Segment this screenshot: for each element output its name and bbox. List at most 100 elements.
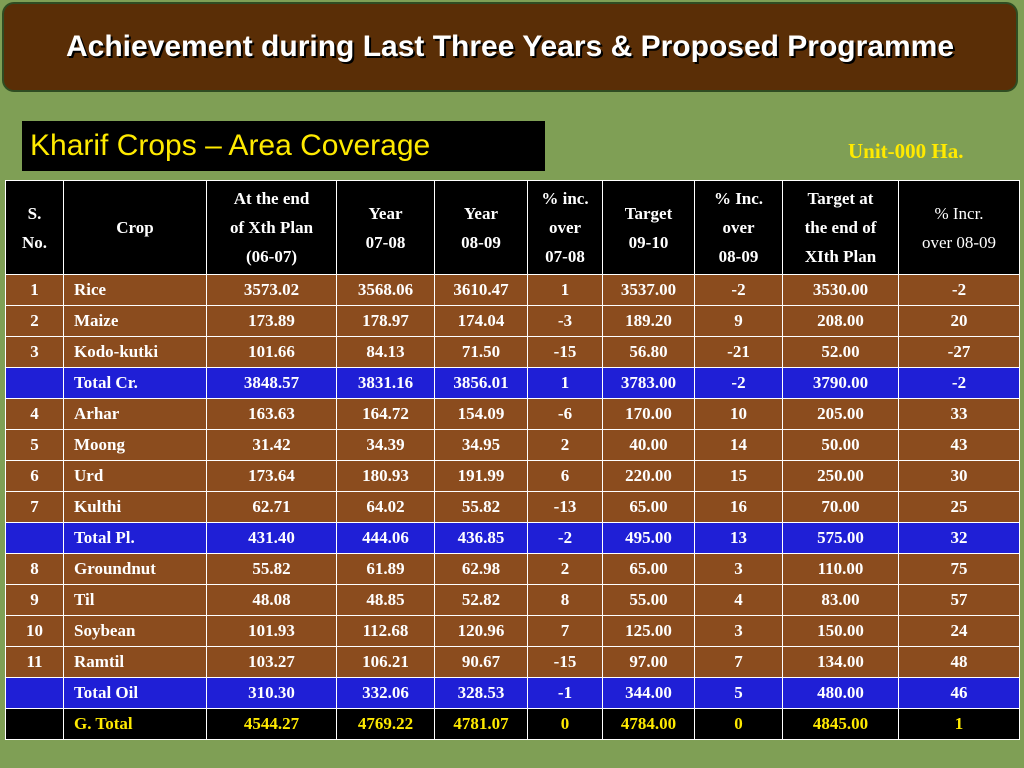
column-header-line: 07-08	[365, 232, 406, 252]
value-cell: -2	[898, 367, 1020, 399]
value-cell: 3610.47	[434, 274, 528, 306]
serial-number-cell: 8	[5, 553, 64, 585]
serial-number-cell: 6	[5, 460, 64, 492]
value-cell: 150.00	[782, 615, 899, 647]
table-row: 8 Groundnut 55.82 61.89 62.98 2 65.00 3 110.00 75	[5, 553, 1020, 585]
value-cell: -27	[898, 336, 1020, 368]
value-cell: 3573.02	[206, 274, 337, 306]
table-row: 6 Urd 173.64 180.93 191.99 6 220.00 15 250.00 30	[5, 460, 1020, 492]
table-header-row: S. No. Crop At the end of Xth Plan (06-07) Yea…	[5, 180, 1020, 275]
column-header: % Incr. over 08-09	[898, 180, 1020, 275]
value-cell: 1	[527, 274, 603, 306]
serial-number-cell: 1	[5, 274, 64, 306]
column-header-line: % inc.	[541, 189, 589, 208]
value-cell: 134.00	[782, 646, 899, 678]
value-cell: 24	[898, 615, 1020, 647]
column-header-line: over	[548, 218, 582, 237]
value-cell: 3537.00	[602, 274, 695, 306]
value-cell: 174.04	[434, 305, 528, 337]
value-cell: 61.89	[336, 553, 435, 585]
value-cell: 344.00	[602, 677, 695, 709]
column-header: Target 09-10	[602, 180, 695, 275]
serial-number-cell: 5	[5, 429, 64, 461]
crop-name-cell: Total Oil	[63, 677, 207, 709]
crop-name-cell: G. Total	[63, 708, 207, 740]
value-cell: 1	[898, 708, 1020, 740]
column-header-line: % Incr.	[934, 203, 984, 223]
value-cell: 5	[694, 677, 783, 709]
value-cell: 34.39	[336, 429, 435, 461]
value-cell: -15	[527, 646, 603, 678]
value-cell: 14	[694, 429, 783, 461]
value-cell: 65.00	[602, 553, 695, 585]
table-row: 5 Moong 31.42 34.39 34.95 2 40.00 14 50.00 43	[5, 429, 1020, 461]
serial-number-cell: 11	[5, 646, 64, 678]
value-cell: 125.00	[602, 615, 695, 647]
value-cell: 120.96	[434, 615, 528, 647]
column-header-line: 09-10	[628, 232, 669, 252]
value-cell: 55.00	[602, 584, 695, 616]
value-cell: 0	[527, 708, 603, 740]
value-cell: -3	[527, 305, 603, 337]
value-cell: 97.00	[602, 646, 695, 678]
value-cell: 57	[898, 584, 1020, 616]
crop-name-cell: Arhar	[63, 398, 207, 430]
crop-name-cell: Kulthi	[63, 491, 207, 523]
value-cell: 65.00	[602, 491, 695, 523]
column-header-line: At the end	[233, 189, 310, 208]
value-cell: 101.93	[206, 615, 337, 647]
value-cell: 3831.16	[336, 367, 435, 399]
serial-number-cell: 7	[5, 491, 64, 523]
serial-number-cell: 4	[5, 398, 64, 430]
table-row: 4 Arhar 163.63 164.72 154.09 -6 170.00 10 205.00…	[5, 398, 1020, 430]
column-header: Year 07-08	[336, 180, 435, 275]
value-cell: 220.00	[602, 460, 695, 492]
value-cell: 3568.06	[336, 274, 435, 306]
value-cell: 56.80	[602, 336, 695, 368]
value-cell: 180.93	[336, 460, 435, 492]
column-header-line: Crop	[116, 218, 154, 237]
column-header: Crop	[63, 180, 207, 275]
value-cell: 250.00	[782, 460, 899, 492]
value-cell: 2	[527, 553, 603, 585]
value-cell: 48	[898, 646, 1020, 678]
value-cell: -2	[694, 367, 783, 399]
value-cell: 3	[694, 615, 783, 647]
value-cell: 431.40	[206, 522, 337, 554]
subtitle-banner: Kharif Crops – Area Coverage	[22, 121, 545, 171]
table-row: 11 Ramtil 103.27 106.21 90.67 -15 97.00 7 134.00…	[5, 646, 1020, 678]
value-cell: 436.85	[434, 522, 528, 554]
value-cell: 52.00	[782, 336, 899, 368]
value-cell: 173.64	[206, 460, 337, 492]
value-cell: 20	[898, 305, 1020, 337]
column-header: At the end of Xth Plan (06-07)	[206, 180, 337, 275]
value-cell: 13	[694, 522, 783, 554]
value-cell: 33	[898, 398, 1020, 430]
value-cell: 310.30	[206, 677, 337, 709]
value-cell: 3856.01	[434, 367, 528, 399]
column-header-line: XIth Plan	[804, 247, 877, 266]
value-cell: 7	[694, 646, 783, 678]
section-title: Kharif Crops – Area Coverage	[30, 129, 431, 162]
column-header-line: 08-09	[718, 247, 759, 266]
column-header-line: No.	[21, 232, 48, 252]
serial-number-cell: 3	[5, 336, 64, 368]
value-cell: 25	[898, 491, 1020, 523]
value-cell: 495.00	[602, 522, 695, 554]
value-cell: 34.95	[434, 429, 528, 461]
value-cell: 84.13	[336, 336, 435, 368]
crop-name-cell: Til	[63, 584, 207, 616]
value-cell: 55.82	[434, 491, 528, 523]
value-cell: 332.06	[336, 677, 435, 709]
value-cell: 170.00	[602, 398, 695, 430]
unit-label: Unit-000 Ha.	[848, 139, 964, 163]
crop-name-cell: Moong	[63, 429, 207, 461]
column-header-line: 08-09	[461, 232, 501, 252]
value-cell: 50.00	[782, 429, 899, 461]
column-header: Target at the end of XIth Plan	[782, 180, 899, 275]
crop-name-cell: Ramtil	[63, 646, 207, 678]
value-cell: 4781.07	[434, 708, 528, 740]
value-cell: 62.98	[434, 553, 528, 585]
value-cell: 112.68	[336, 615, 435, 647]
value-cell: 40.00	[602, 429, 695, 461]
